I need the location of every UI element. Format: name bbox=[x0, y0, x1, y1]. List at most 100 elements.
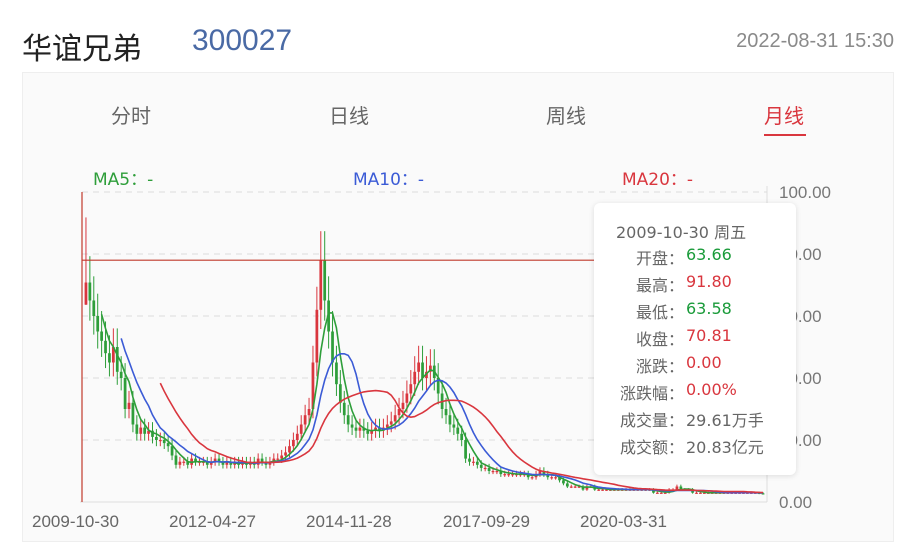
candle-body bbox=[143, 427, 147, 434]
candle-body bbox=[452, 424, 456, 428]
candle-body bbox=[131, 402, 135, 425]
candle-body bbox=[299, 424, 303, 434]
candle-body bbox=[151, 430, 154, 437]
candle-body bbox=[111, 347, 115, 363]
candle-body bbox=[186, 461, 190, 465]
quote-datetime: 2022-08-31 15:30 bbox=[736, 30, 894, 52]
candle-body bbox=[562, 480, 565, 484]
candle-body bbox=[362, 427, 366, 431]
candle-body bbox=[503, 474, 507, 476]
candle-body bbox=[538, 471, 542, 475]
candle-body bbox=[495, 471, 499, 473]
candle-body bbox=[358, 427, 362, 431]
candle-body bbox=[679, 486, 683, 490]
candle-body bbox=[558, 477, 561, 481]
tooltip-panel: 2009-10-30 周五 开盘： 63.66 最高： 91.80 最低： 63.58 收盘… bbox=[594, 203, 796, 475]
candle-body bbox=[170, 446, 174, 456]
candle-body bbox=[108, 353, 111, 363]
candle-body bbox=[162, 440, 166, 444]
candle-body bbox=[429, 365, 432, 372]
tooltip-label: 成交额： bbox=[619, 438, 684, 457]
candle-body bbox=[413, 371, 417, 385]
stock-code: 300027 bbox=[192, 24, 293, 57]
candle-body bbox=[585, 486, 589, 490]
candle-body bbox=[155, 436, 158, 440]
candle-body bbox=[761, 493, 765, 495]
candle-body bbox=[319, 260, 323, 310]
candle-body bbox=[104, 340, 107, 354]
candle-body bbox=[581, 486, 585, 490]
tab-daily[interactable]: 日线 bbox=[329, 104, 369, 128]
candle-body bbox=[135, 424, 139, 434]
candle-body bbox=[546, 474, 550, 478]
candle-body bbox=[699, 492, 702, 494]
candle-body bbox=[221, 461, 225, 465]
candle-body bbox=[554, 477, 557, 479]
candle-body bbox=[127, 402, 131, 409]
tooltip-label: 最低： bbox=[635, 303, 684, 322]
candle-body bbox=[96, 316, 100, 332]
candle-body bbox=[444, 409, 448, 416]
candle-body bbox=[526, 474, 530, 478]
x-tick-label: 2012-04-27 bbox=[169, 512, 256, 531]
ma5-legend: MA5：- bbox=[93, 170, 154, 190]
candle-body bbox=[92, 300, 96, 316]
stock-name: 华谊兄弟 bbox=[22, 32, 142, 67]
x-tick-label: 2017-09-29 bbox=[443, 512, 530, 531]
candle-body bbox=[597, 489, 601, 491]
candle-body bbox=[178, 461, 182, 465]
candle-body bbox=[335, 362, 338, 385]
tab-intraday[interactable]: 分时 bbox=[111, 104, 151, 128]
candle-body bbox=[342, 402, 346, 416]
candle-body bbox=[573, 486, 577, 488]
candle-body bbox=[405, 393, 409, 403]
candle-body bbox=[284, 452, 287, 456]
candle-body bbox=[475, 461, 479, 465]
x-tick-label: 2009-10-30 bbox=[32, 512, 119, 531]
candle-body bbox=[280, 455, 284, 459]
candle-body bbox=[295, 433, 299, 440]
candle-body bbox=[315, 309, 319, 363]
candle-body bbox=[84, 282, 88, 305]
tooltip-value: 91.80 bbox=[686, 272, 732, 291]
candle-body bbox=[213, 458, 217, 462]
candle-body bbox=[393, 415, 397, 422]
candle-body bbox=[397, 409, 401, 416]
tooltip-label: 开盘： bbox=[635, 249, 684, 268]
tooltip-label: 涨跌幅： bbox=[619, 384, 684, 403]
candle-body bbox=[472, 461, 475, 463]
y-tick-label: 100.00 bbox=[779, 183, 831, 202]
candle-body bbox=[229, 461, 233, 465]
candle-body bbox=[323, 260, 327, 301]
candle-body bbox=[448, 415, 452, 425]
candle-body bbox=[656, 492, 659, 494]
candle-body bbox=[675, 486, 679, 490]
candle-body bbox=[487, 467, 491, 471]
candle-body bbox=[456, 427, 460, 434]
tooltip-label: 收盘： bbox=[635, 330, 684, 349]
candle-body bbox=[374, 427, 377, 431]
tooltip-label: 最高： bbox=[635, 276, 684, 295]
candle-body bbox=[370, 430, 374, 434]
ma20-line bbox=[159, 382, 764, 494]
candle-body bbox=[401, 402, 405, 409]
tooltip-label: 涨跌： bbox=[635, 357, 684, 376]
candle-body bbox=[307, 409, 311, 416]
ma20-legend: MA20：- bbox=[622, 170, 694, 190]
candle-body bbox=[88, 282, 92, 301]
candle-body bbox=[702, 492, 706, 494]
candle-body bbox=[147, 430, 150, 434]
tab-monthly[interactable]: 月线 bbox=[764, 104, 804, 128]
candle-body bbox=[276, 458, 280, 460]
candle-body bbox=[303, 415, 307, 425]
candle-body bbox=[605, 489, 608, 491]
tooltip-value: 20.83亿元 bbox=[686, 438, 764, 457]
x-tick-label: 2014-11-28 bbox=[306, 512, 392, 531]
tooltip-value: 70.81 bbox=[686, 326, 732, 345]
candle-body bbox=[350, 424, 354, 428]
candle-body bbox=[577, 486, 581, 488]
tab-weekly[interactable]: 周线 bbox=[546, 104, 586, 128]
candle-body bbox=[158, 440, 162, 442]
candle-body bbox=[530, 477, 534, 479]
